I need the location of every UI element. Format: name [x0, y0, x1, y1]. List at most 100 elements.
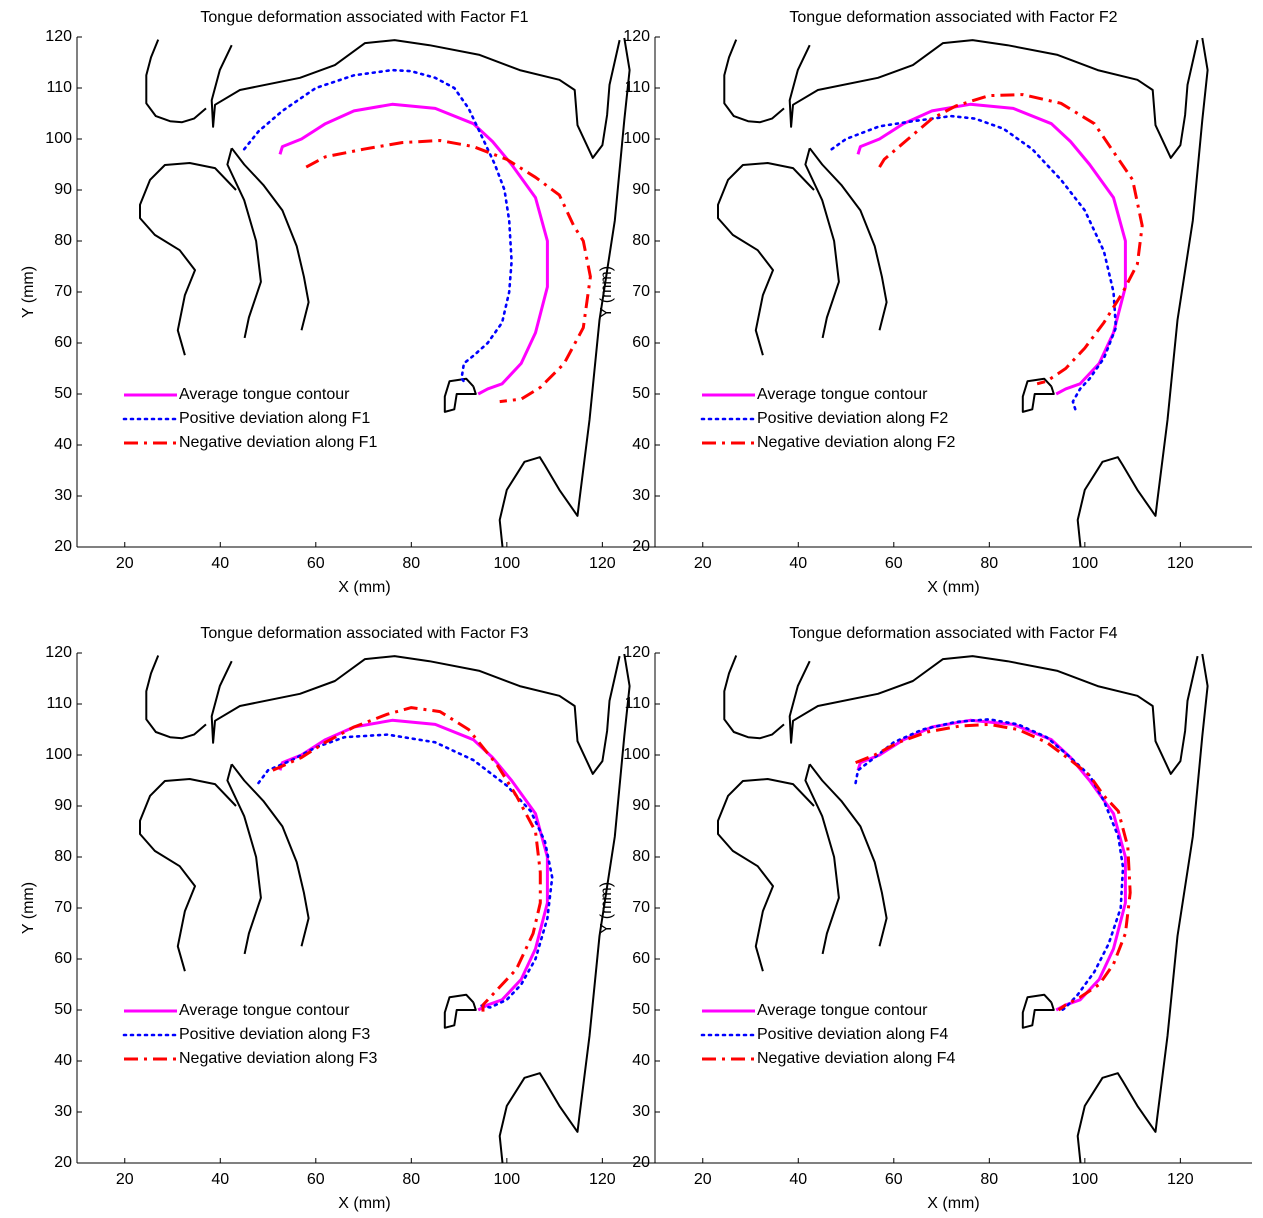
- legend-label: Positive deviation along F3: [179, 1026, 370, 1043]
- tongue-contour: [257, 733, 554, 1009]
- tongue-contour: [855, 722, 1132, 1012]
- y-tick-label: 90: [54, 181, 72, 198]
- y-tick-label: 100: [623, 746, 650, 763]
- tongue-contour: [854, 718, 1125, 1014]
- legend-label: Positive deviation along F2: [757, 410, 948, 427]
- x-tick-label: 80: [980, 1171, 998, 1188]
- x-tick-label: 40: [789, 1171, 807, 1188]
- plot-background: [655, 0, 1252, 617]
- y-tick-label: 40: [54, 436, 72, 453]
- y-tick-label: 40: [632, 1052, 650, 1069]
- x-tick-label: 100: [493, 555, 520, 572]
- y-tick-label: 30: [54, 1103, 72, 1120]
- chart-title: Tongue deformation associated with Facto…: [200, 9, 528, 26]
- y-tick-label: 80: [54, 232, 72, 249]
- vocal-tract-outline: [717, 162, 815, 356]
- y-tick-label: 20: [632, 1154, 650, 1171]
- legend-label: Negative deviation along F1: [179, 434, 377, 451]
- plot-background: [77, 0, 674, 617]
- vocal-tract-outline: [210, 39, 621, 159]
- legend-label: Average tongue contour: [757, 386, 928, 403]
- x-tick-label: 80: [402, 555, 420, 572]
- y-tick-label: 110: [46, 79, 72, 96]
- y-tick-label: 90: [632, 181, 650, 198]
- x-tick-label: 120: [589, 1171, 616, 1188]
- vocal-tract-outline: [498, 653, 631, 1163]
- x-tick-label: 80: [980, 555, 998, 572]
- y-tick-label: 30: [54, 487, 72, 504]
- legend-label: Positive deviation along F4: [757, 1026, 948, 1043]
- y-tick-label: 90: [54, 797, 72, 814]
- vocal-tract-outline: [145, 655, 207, 740]
- vocal-tract-outline: [1021, 993, 1055, 1029]
- y-tick-label: 60: [54, 334, 72, 351]
- y-axis-label: Y (mm): [20, 266, 37, 318]
- legend-label: Negative deviation along F3: [179, 1050, 377, 1067]
- y-tick-label: 50: [54, 385, 72, 402]
- y-axis-label: Y (mm): [598, 882, 615, 934]
- vocal-tract-outline: [1076, 37, 1209, 547]
- y-axis-label: Y (mm): [598, 266, 615, 318]
- y-tick-label: 70: [632, 283, 650, 300]
- y-tick-label: 70: [632, 899, 650, 916]
- x-tick-label: 60: [885, 1171, 903, 1188]
- x-axis-label: X (mm): [927, 1195, 979, 1212]
- y-tick-label: 100: [45, 746, 72, 763]
- legend-label: Negative deviation along F2: [757, 434, 955, 451]
- y-tick-label: 30: [632, 487, 650, 504]
- y-tick-label: 50: [632, 385, 650, 402]
- x-tick-label: 120: [1167, 1171, 1194, 1188]
- tongue-contour: [830, 114, 1118, 411]
- vocal-tract-outline: [443, 993, 477, 1029]
- legend-label: Positive deviation along F1: [179, 410, 370, 427]
- vocal-tract-outline: [210, 655, 621, 775]
- vocal-tract-outline: [1021, 377, 1055, 413]
- y-tick-label: 120: [45, 28, 72, 45]
- y-tick-label: 40: [632, 436, 650, 453]
- tongue-contour: [856, 102, 1127, 396]
- y-tick-label: 100: [623, 130, 650, 147]
- vocal-tract-outline: [808, 147, 888, 331]
- plot-background: [77, 616, 674, 1218]
- x-tick-label: 120: [589, 555, 616, 572]
- y-tick-label: 60: [54, 950, 72, 967]
- x-tick-label: 120: [1167, 555, 1194, 572]
- y-tick-label: 20: [54, 538, 72, 555]
- y-tick-label: 50: [54, 1001, 72, 1018]
- y-tick-label: 100: [45, 130, 72, 147]
- legend-label: Average tongue contour: [179, 386, 350, 403]
- x-tick-label: 20: [116, 555, 134, 572]
- vocal-tract-outline: [139, 778, 237, 972]
- vocal-tract-outline: [226, 147, 262, 339]
- chart-title: Tongue deformation associated with Facto…: [789, 625, 1117, 642]
- vocal-tract-outline: [226, 763, 262, 955]
- y-tick-label: 70: [54, 283, 72, 300]
- vocal-tract-outline: [804, 763, 840, 955]
- tongue-contour: [272, 706, 542, 1013]
- y-tick-label: 60: [632, 950, 650, 967]
- x-tick-label: 60: [307, 1171, 325, 1188]
- x-tick-label: 40: [211, 1171, 229, 1188]
- vocal-tract-outline: [1076, 653, 1209, 1163]
- y-tick-label: 50: [632, 1001, 650, 1018]
- vocal-tract-outline: [788, 655, 1199, 775]
- vocal-tract-outline: [230, 763, 310, 947]
- subplot: 20 30 40 50 60 70 80 90 100 110 120 20 40 60 80 100 120 T…: [20, 616, 674, 1218]
- y-tick-label: 120: [623, 644, 650, 661]
- x-tick-label: 100: [1071, 1171, 1098, 1188]
- y-tick-label: 120: [623, 28, 650, 45]
- x-axis-label: X (mm): [338, 1195, 390, 1212]
- y-tick-label: 30: [632, 1103, 650, 1120]
- tongue-contour: [878, 93, 1144, 386]
- vocal-tract-outline: [717, 778, 815, 972]
- y-tick-label: 90: [632, 797, 650, 814]
- vocal-tract-outline: [139, 162, 237, 356]
- y-tick-label: 80: [632, 232, 650, 249]
- tongue-contour: [305, 139, 592, 404]
- x-tick-label: 20: [694, 1171, 712, 1188]
- y-tick-label: 70: [54, 899, 72, 916]
- y-tick-label: 20: [54, 1154, 72, 1171]
- chart-title: Tongue deformation associated with Facto…: [789, 9, 1117, 26]
- legend-label: Average tongue contour: [757, 1002, 928, 1019]
